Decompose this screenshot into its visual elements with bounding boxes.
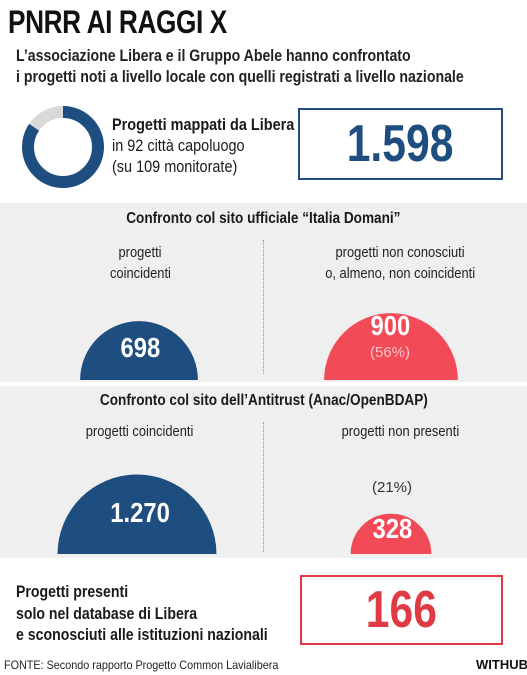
section1-right-semicircle [324, 313, 458, 380]
mapped-line-1: Progetti mappati da Libera [112, 115, 295, 134]
subtitle-line-1: L’associazione Libera e il Gruppo Abele … [16, 46, 411, 65]
mapped-line-3: (su 109 monitorate) [112, 157, 238, 176]
section2-left-label: progetti coincidenti [86, 423, 194, 440]
section1-left-value: 698 [120, 332, 160, 363]
section2-right-semicircle [350, 513, 432, 554]
section1-right-percent: (56%) [369, 344, 410, 361]
page-title: PNRR AI RAGGI X [8, 4, 227, 40]
subtitle-line-2: i progetti noti a livello locale con que… [16, 67, 464, 86]
mapped-donut-chart [22, 106, 104, 188]
section2-right-value: 328 [372, 513, 412, 544]
section2-right-label: progetti non presenti [341, 423, 459, 440]
section1-left-label: progetti coincidenti [109, 244, 171, 282]
section1-divider [263, 240, 264, 374]
bottom-line-1: Progetti presenti [16, 582, 129, 601]
section1-chart [80, 313, 458, 380]
section2-right-percent: (21%) [371, 479, 412, 496]
bottom-line-2: solo nel database di Libera [16, 603, 198, 623]
brand-logo: WITHUB [476, 657, 527, 672]
source-note: FONTE: Secondo rapporto Progetto Common … [4, 658, 279, 672]
mapped-total-value: 1.598 [347, 115, 454, 173]
section1-right-value: 900 [370, 310, 410, 341]
section2-left-semicircle [57, 474, 217, 554]
section2-left-value: 1.270 [110, 497, 170, 528]
bottom-description: Progetti presenti solo nel database di L… [16, 581, 268, 646]
section2-chart [57, 474, 432, 554]
mapped-total-box: 1.598 [298, 108, 503, 180]
bottom-total-value: 166 [365, 581, 438, 639]
bottom-line-3: e sconosciuti alle istituzioni nazionali [16, 625, 268, 644]
subtitle: L’associazione Libera e il Gruppo Abele … [16, 45, 481, 87]
section1-title: Confronto col sito ufficiale “Italia Dom… [126, 210, 401, 227]
section1-right-label: progetti non conosciuti o, almeno, non c… [325, 244, 475, 282]
mapped-description: Progetti mappati da Libera in 92 città c… [112, 114, 294, 177]
mapped-line-2: in 92 città capoluogo [112, 136, 245, 155]
section1-left-semicircle [80, 321, 198, 380]
bottom-total-box: 166 [300, 575, 503, 645]
donut-value-arc [22, 106, 104, 188]
section2-divider [263, 422, 264, 552]
section2-title: Confronto col sito dell’Antitrust (Anac/… [99, 392, 428, 409]
